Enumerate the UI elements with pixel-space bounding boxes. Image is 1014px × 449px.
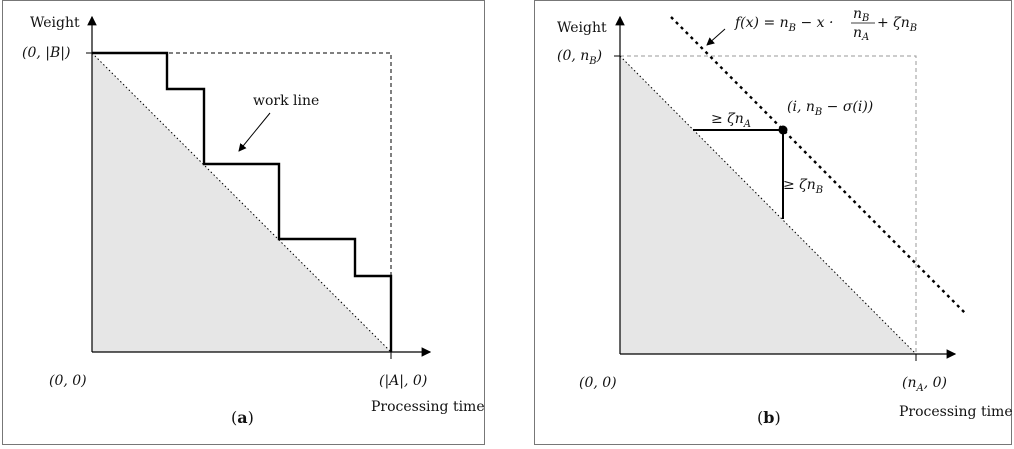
function-pointer-arrow <box>706 28 726 46</box>
fraction-numerator: nB <box>853 6 869 24</box>
x-axis-label: Processing time <box>371 399 485 415</box>
caption-a: (a) <box>231 408 254 427</box>
fraction-denominator: nA <box>853 25 869 43</box>
panel-a: Weight (0, |B|) work line (0, 0) (|A|, 0… <box>2 0 485 445</box>
y-axis-label: Weight <box>30 15 80 31</box>
function-suffix: + ζnB <box>877 15 917 34</box>
vertical-bound-label: ≥ ζnB <box>783 177 823 196</box>
function-label: f(x) = nB − x · <box>734 15 833 34</box>
bounding-box-dashed <box>620 55 917 354</box>
origin-label: (0, 0) <box>49 373 87 389</box>
y-axis-label: Weight <box>557 20 607 36</box>
panel-a-diagram: Weight (0, |B|) work line (0, 0) (|A|, 0… <box>22 15 485 427</box>
origin-label: (0, 0) <box>579 375 617 391</box>
work-line-annotation: work line <box>253 93 319 109</box>
x-end-label: (nA, 0) <box>902 375 947 394</box>
panel-b-diagram: Weight (0, nB) f(x) = nB − x · nB nA + ζ… <box>557 6 1013 427</box>
point-marker <box>778 125 788 135</box>
x-end-label: (|A|, 0) <box>379 373 427 389</box>
top-left-label: (0, nB) <box>557 48 602 67</box>
function-line <box>670 16 968 316</box>
x-axis-label: Processing time <box>899 404 1013 420</box>
caption-b: (b) <box>757 408 781 427</box>
bounding-box-dashed <box>92 52 392 352</box>
point-label: (i, nB − σ(i)) <box>787 99 873 118</box>
panel-b: Weight (0, nB) f(x) = nB − x · nB nA + ζ… <box>534 0 1013 445</box>
annotation-arrow <box>238 112 271 152</box>
diagonal-dotted <box>91 52 392 353</box>
top-left-label: (0, |B|) <box>22 45 70 61</box>
work-line-staircase <box>92 51 393 352</box>
horizontal-bound-label: ≥ ζnA <box>711 111 751 130</box>
